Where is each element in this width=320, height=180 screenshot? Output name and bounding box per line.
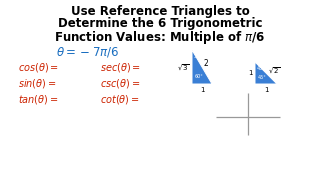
Text: $cos(\theta) =$: $cos(\theta) =$	[18, 61, 59, 74]
Text: $\theta = -7\pi/6$: $\theta = -7\pi/6$	[56, 45, 120, 59]
Text: $\sqrt{3}$: $\sqrt{3}$	[177, 62, 190, 72]
Text: 45°: 45°	[257, 66, 266, 71]
Text: 2: 2	[204, 60, 209, 69]
Text: $\sqrt{2}$: $\sqrt{2}$	[268, 65, 281, 75]
Text: Function Values: Multiple of $\pi$/6: Function Values: Multiple of $\pi$/6	[54, 29, 266, 46]
Polygon shape	[255, 62, 277, 84]
Text: 45°: 45°	[258, 75, 267, 80]
Text: 30°: 30°	[194, 54, 203, 59]
Text: 1: 1	[200, 87, 204, 93]
Text: 60°: 60°	[195, 74, 204, 79]
Text: Determine the 6 Trigonometric: Determine the 6 Trigonometric	[58, 17, 262, 30]
Text: $cot(\theta) =$: $cot(\theta) =$	[100, 93, 140, 106]
Text: $tan(\theta) =$: $tan(\theta) =$	[18, 93, 59, 106]
Text: $sec(\theta) =$: $sec(\theta) =$	[100, 61, 141, 74]
Text: $csc(\theta) =$: $csc(\theta) =$	[100, 77, 140, 90]
Polygon shape	[192, 50, 212, 84]
Text: 1: 1	[249, 70, 253, 76]
Text: 1: 1	[264, 87, 268, 93]
Text: $sin(\theta) =$: $sin(\theta) =$	[18, 77, 57, 90]
Text: Use Reference Triangles to: Use Reference Triangles to	[71, 5, 249, 18]
